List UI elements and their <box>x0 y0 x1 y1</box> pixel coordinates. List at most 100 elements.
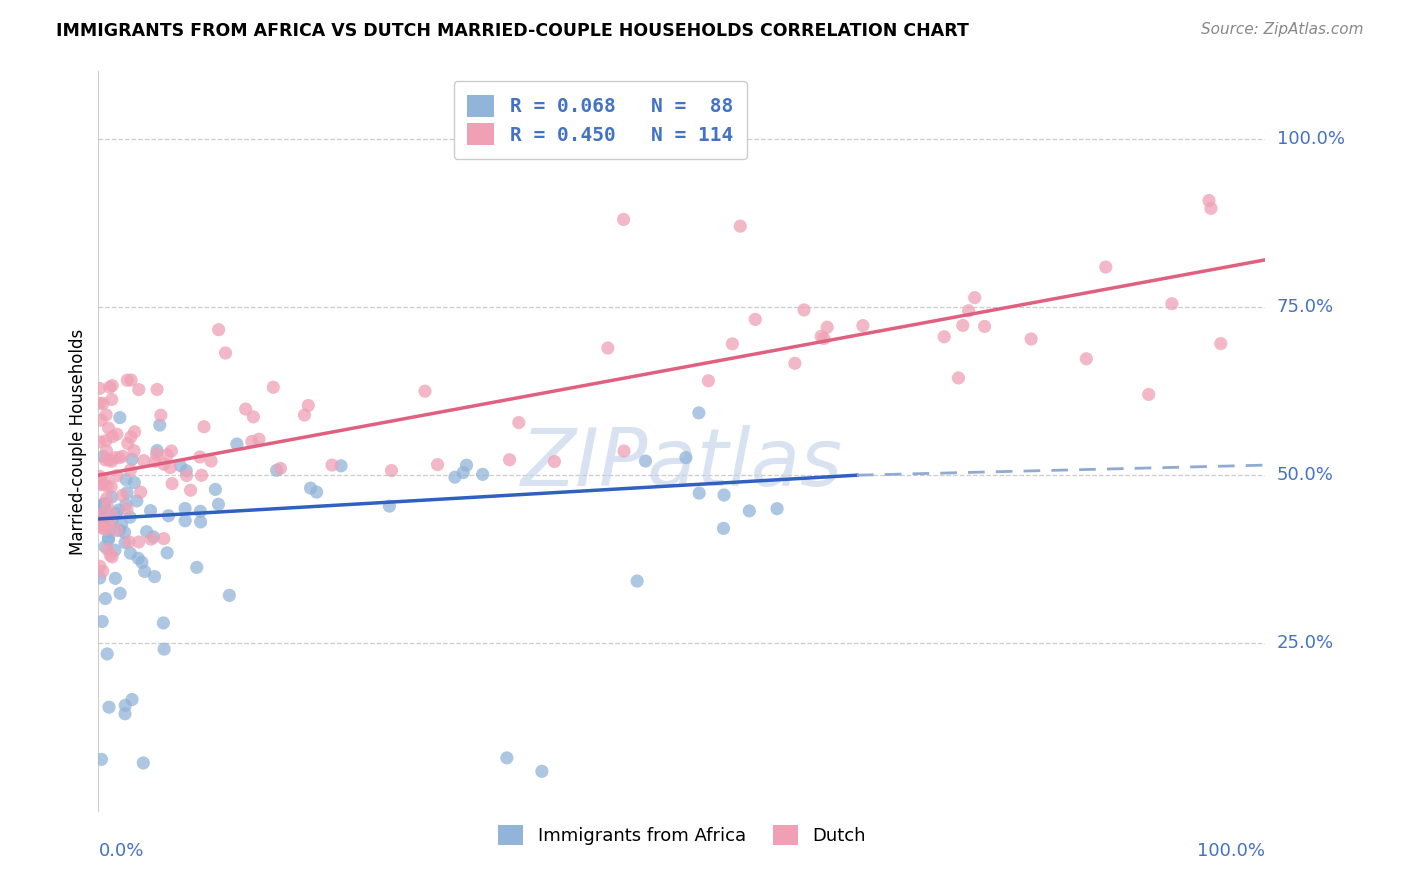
Text: 0.0%: 0.0% <box>98 842 143 860</box>
Point <box>131 555 153 569</box>
Point <box>122 443 145 458</box>
Point <box>89 511 111 525</box>
Point <box>530 764 553 779</box>
Point <box>91 615 114 629</box>
Point <box>100 508 122 522</box>
Point <box>124 475 146 490</box>
Point <box>1019 332 1042 346</box>
Point <box>94 523 117 537</box>
Point <box>207 497 229 511</box>
Point <box>299 481 322 495</box>
Point <box>98 380 121 394</box>
Point <box>149 418 172 433</box>
Point <box>89 501 111 516</box>
Point <box>697 374 720 388</box>
Point <box>125 494 148 508</box>
Point <box>305 485 328 500</box>
Point <box>114 535 136 549</box>
Point <box>738 504 761 518</box>
Point <box>98 524 121 539</box>
Point <box>153 642 176 657</box>
Point <box>1137 387 1160 401</box>
Point <box>190 468 212 483</box>
Text: 75.0%: 75.0% <box>1277 298 1334 316</box>
Point <box>713 521 735 535</box>
Point <box>91 564 114 578</box>
Point <box>89 508 111 523</box>
Point <box>1199 202 1222 216</box>
Point <box>159 460 181 475</box>
Point <box>498 452 520 467</box>
Point <box>188 504 211 518</box>
Point <box>169 458 191 473</box>
Point <box>89 381 111 395</box>
Point <box>321 458 343 472</box>
Point <box>115 473 138 487</box>
Text: 25.0%: 25.0% <box>1277 634 1334 652</box>
Point <box>207 323 229 337</box>
Point <box>426 458 449 472</box>
Point <box>96 491 118 506</box>
Point <box>262 380 284 394</box>
Text: 100.0%: 100.0% <box>1277 129 1344 148</box>
Text: 100.0%: 100.0% <box>1198 842 1265 860</box>
Point <box>90 476 112 491</box>
Point <box>89 571 111 585</box>
Point <box>146 383 169 397</box>
Point <box>124 425 146 439</box>
Point <box>952 318 974 333</box>
Point <box>114 525 136 540</box>
Point <box>240 434 263 449</box>
Point <box>98 508 121 523</box>
Point <box>120 463 142 477</box>
Point <box>146 443 169 458</box>
Point <box>957 303 980 318</box>
Point <box>129 485 152 500</box>
Point <box>101 378 124 392</box>
Point <box>142 530 165 544</box>
Point <box>132 453 155 467</box>
Point <box>104 543 127 558</box>
Point <box>783 356 806 370</box>
Point <box>91 396 114 410</box>
Point <box>94 453 117 467</box>
Point <box>89 559 111 574</box>
Point <box>174 514 197 528</box>
Point <box>98 549 121 563</box>
Legend: Immigrants from Africa, Dutch: Immigrants from Africa, Dutch <box>489 815 875 855</box>
Point <box>90 472 112 486</box>
Point <box>118 534 141 549</box>
Point <box>269 461 291 475</box>
Point <box>200 454 222 468</box>
Point <box>89 434 111 449</box>
Point <box>378 499 401 513</box>
Point <box>89 396 111 410</box>
Point <box>134 565 156 579</box>
Point <box>120 373 142 387</box>
Text: IMMIGRANTS FROM AFRICA VS DUTCH MARRIED-COUPLE HOUSEHOLDS CORRELATION CHART: IMMIGRANTS FROM AFRICA VS DUTCH MARRIED-… <box>56 22 969 40</box>
Point <box>94 540 117 554</box>
Point <box>815 320 838 334</box>
Point <box>226 437 249 451</box>
Point <box>89 508 111 522</box>
Point <box>766 501 789 516</box>
Point <box>214 346 236 360</box>
Point <box>793 302 815 317</box>
Point <box>156 448 179 462</box>
Point <box>117 436 139 450</box>
Point <box>93 520 115 534</box>
Point <box>413 384 436 399</box>
Point <box>176 468 198 483</box>
Point <box>96 443 118 458</box>
Point <box>160 444 183 458</box>
Point <box>91 521 114 535</box>
Point <box>193 419 215 434</box>
Point <box>89 513 111 527</box>
Text: Source: ZipAtlas.com: Source: ZipAtlas.com <box>1201 22 1364 37</box>
Point <box>120 546 142 560</box>
Point <box>152 615 174 630</box>
Point <box>180 483 202 498</box>
Point <box>1160 296 1182 310</box>
Point <box>132 756 155 770</box>
Point <box>688 406 710 420</box>
